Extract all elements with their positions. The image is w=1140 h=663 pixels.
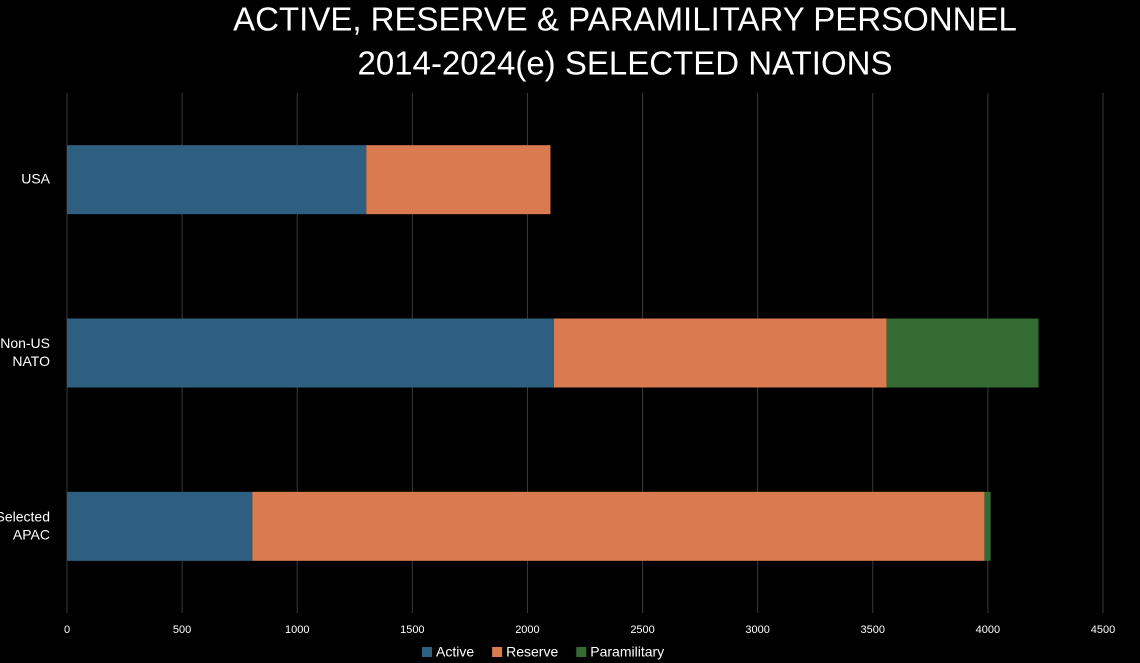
y-tick-label: Non-US NATO: [0, 335, 50, 369]
x-tick-label: 4500: [1091, 624, 1115, 636]
bar: [252, 491, 985, 561]
bar: [366, 145, 551, 215]
x-tick-label: 2500: [630, 624, 654, 636]
x-tick-label: 0: [64, 624, 70, 636]
legend-swatch: [492, 647, 503, 657]
x-tick-label: 500: [173, 624, 191, 636]
bar: [67, 491, 253, 561]
bar: [984, 491, 991, 561]
x-tick-label: 3500: [861, 624, 885, 636]
y-tick-label: Selected APAC: [0, 508, 50, 542]
legend-swatch: [576, 647, 587, 657]
chart-title: ACTIVE, RESERVE & PARAMILITARY PERSONNEL: [233, 1, 1017, 38]
bar: [886, 318, 1039, 388]
chart-title: 2014-2024(e) SELECTED NATIONS: [358, 45, 893, 82]
x-tick-label: 1500: [400, 624, 424, 636]
x-tick-label: 2000: [515, 624, 539, 636]
legend-label: Reserve: [506, 644, 558, 660]
bar: [553, 318, 887, 388]
bar: [67, 145, 367, 215]
legend-label: Paramilitary: [590, 644, 664, 660]
legend-label: Active: [436, 644, 474, 660]
legend-swatch: [422, 647, 432, 657]
y-tick-label: USA: [21, 170, 50, 186]
x-tick-label: 4000: [976, 624, 1000, 636]
x-tick-label: 1000: [285, 624, 309, 636]
x-tick-label: 3000: [745, 624, 769, 636]
bar: [67, 318, 554, 388]
